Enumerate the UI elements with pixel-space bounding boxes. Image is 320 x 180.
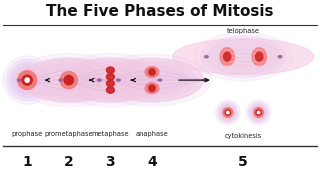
Ellipse shape — [6, 59, 48, 101]
Ellipse shape — [115, 64, 189, 96]
Ellipse shape — [257, 111, 260, 114]
Text: anaphase: anaphase — [136, 131, 168, 137]
Ellipse shape — [227, 111, 229, 114]
Ellipse shape — [194, 32, 293, 81]
Ellipse shape — [256, 52, 263, 61]
Ellipse shape — [249, 102, 268, 123]
Ellipse shape — [207, 39, 279, 74]
Text: The Five Phases of Mitosis: The Five Phases of Mitosis — [46, 4, 274, 19]
Ellipse shape — [107, 80, 114, 87]
Circle shape — [158, 79, 162, 81]
Ellipse shape — [21, 57, 117, 103]
Ellipse shape — [62, 57, 158, 103]
Circle shape — [278, 56, 282, 58]
Ellipse shape — [12, 65, 42, 95]
Circle shape — [97, 79, 101, 81]
Ellipse shape — [220, 48, 234, 66]
Text: 3: 3 — [106, 155, 115, 169]
Ellipse shape — [108, 61, 196, 99]
Ellipse shape — [218, 102, 238, 123]
Ellipse shape — [223, 108, 233, 117]
Text: telophase: telophase — [227, 28, 260, 34]
Ellipse shape — [93, 54, 211, 106]
Ellipse shape — [62, 58, 158, 102]
Ellipse shape — [201, 36, 285, 77]
Ellipse shape — [173, 39, 314, 75]
Circle shape — [116, 79, 120, 81]
Ellipse shape — [107, 67, 114, 73]
Ellipse shape — [13, 53, 125, 107]
Ellipse shape — [252, 48, 267, 66]
Ellipse shape — [69, 61, 151, 100]
Text: prometaphase: prometaphase — [44, 131, 93, 137]
Text: 2: 2 — [64, 155, 74, 169]
Ellipse shape — [220, 104, 236, 121]
Ellipse shape — [25, 78, 29, 82]
Ellipse shape — [252, 106, 265, 119]
Ellipse shape — [101, 58, 203, 102]
Ellipse shape — [216, 100, 240, 125]
Ellipse shape — [34, 64, 103, 96]
Ellipse shape — [107, 87, 114, 93]
Ellipse shape — [64, 75, 74, 85]
Ellipse shape — [15, 68, 39, 92]
Circle shape — [203, 79, 207, 81]
Ellipse shape — [221, 106, 235, 119]
Text: 5: 5 — [238, 155, 248, 169]
Ellipse shape — [224, 52, 231, 61]
Ellipse shape — [60, 71, 77, 89]
Text: 4: 4 — [147, 155, 157, 169]
Ellipse shape — [246, 100, 271, 125]
Ellipse shape — [28, 61, 110, 100]
Circle shape — [204, 56, 208, 58]
Text: metaphase: metaphase — [92, 131, 129, 137]
Ellipse shape — [22, 75, 32, 85]
Text: 1: 1 — [22, 155, 32, 169]
Ellipse shape — [10, 62, 45, 98]
Circle shape — [17, 79, 21, 81]
Ellipse shape — [76, 64, 145, 96]
Ellipse shape — [250, 104, 267, 121]
Ellipse shape — [107, 74, 114, 80]
Ellipse shape — [54, 53, 166, 107]
Ellipse shape — [3, 56, 52, 104]
Ellipse shape — [21, 58, 117, 102]
Ellipse shape — [145, 83, 159, 94]
Ellipse shape — [145, 67, 159, 77]
Ellipse shape — [254, 108, 263, 117]
Ellipse shape — [101, 58, 203, 102]
Ellipse shape — [18, 71, 36, 89]
Ellipse shape — [149, 69, 155, 75]
Ellipse shape — [256, 110, 261, 115]
Ellipse shape — [225, 110, 230, 115]
Text: cytokinesis: cytokinesis — [225, 133, 262, 139]
Ellipse shape — [149, 85, 155, 91]
Circle shape — [59, 79, 63, 81]
Text: prophase: prophase — [12, 131, 43, 137]
